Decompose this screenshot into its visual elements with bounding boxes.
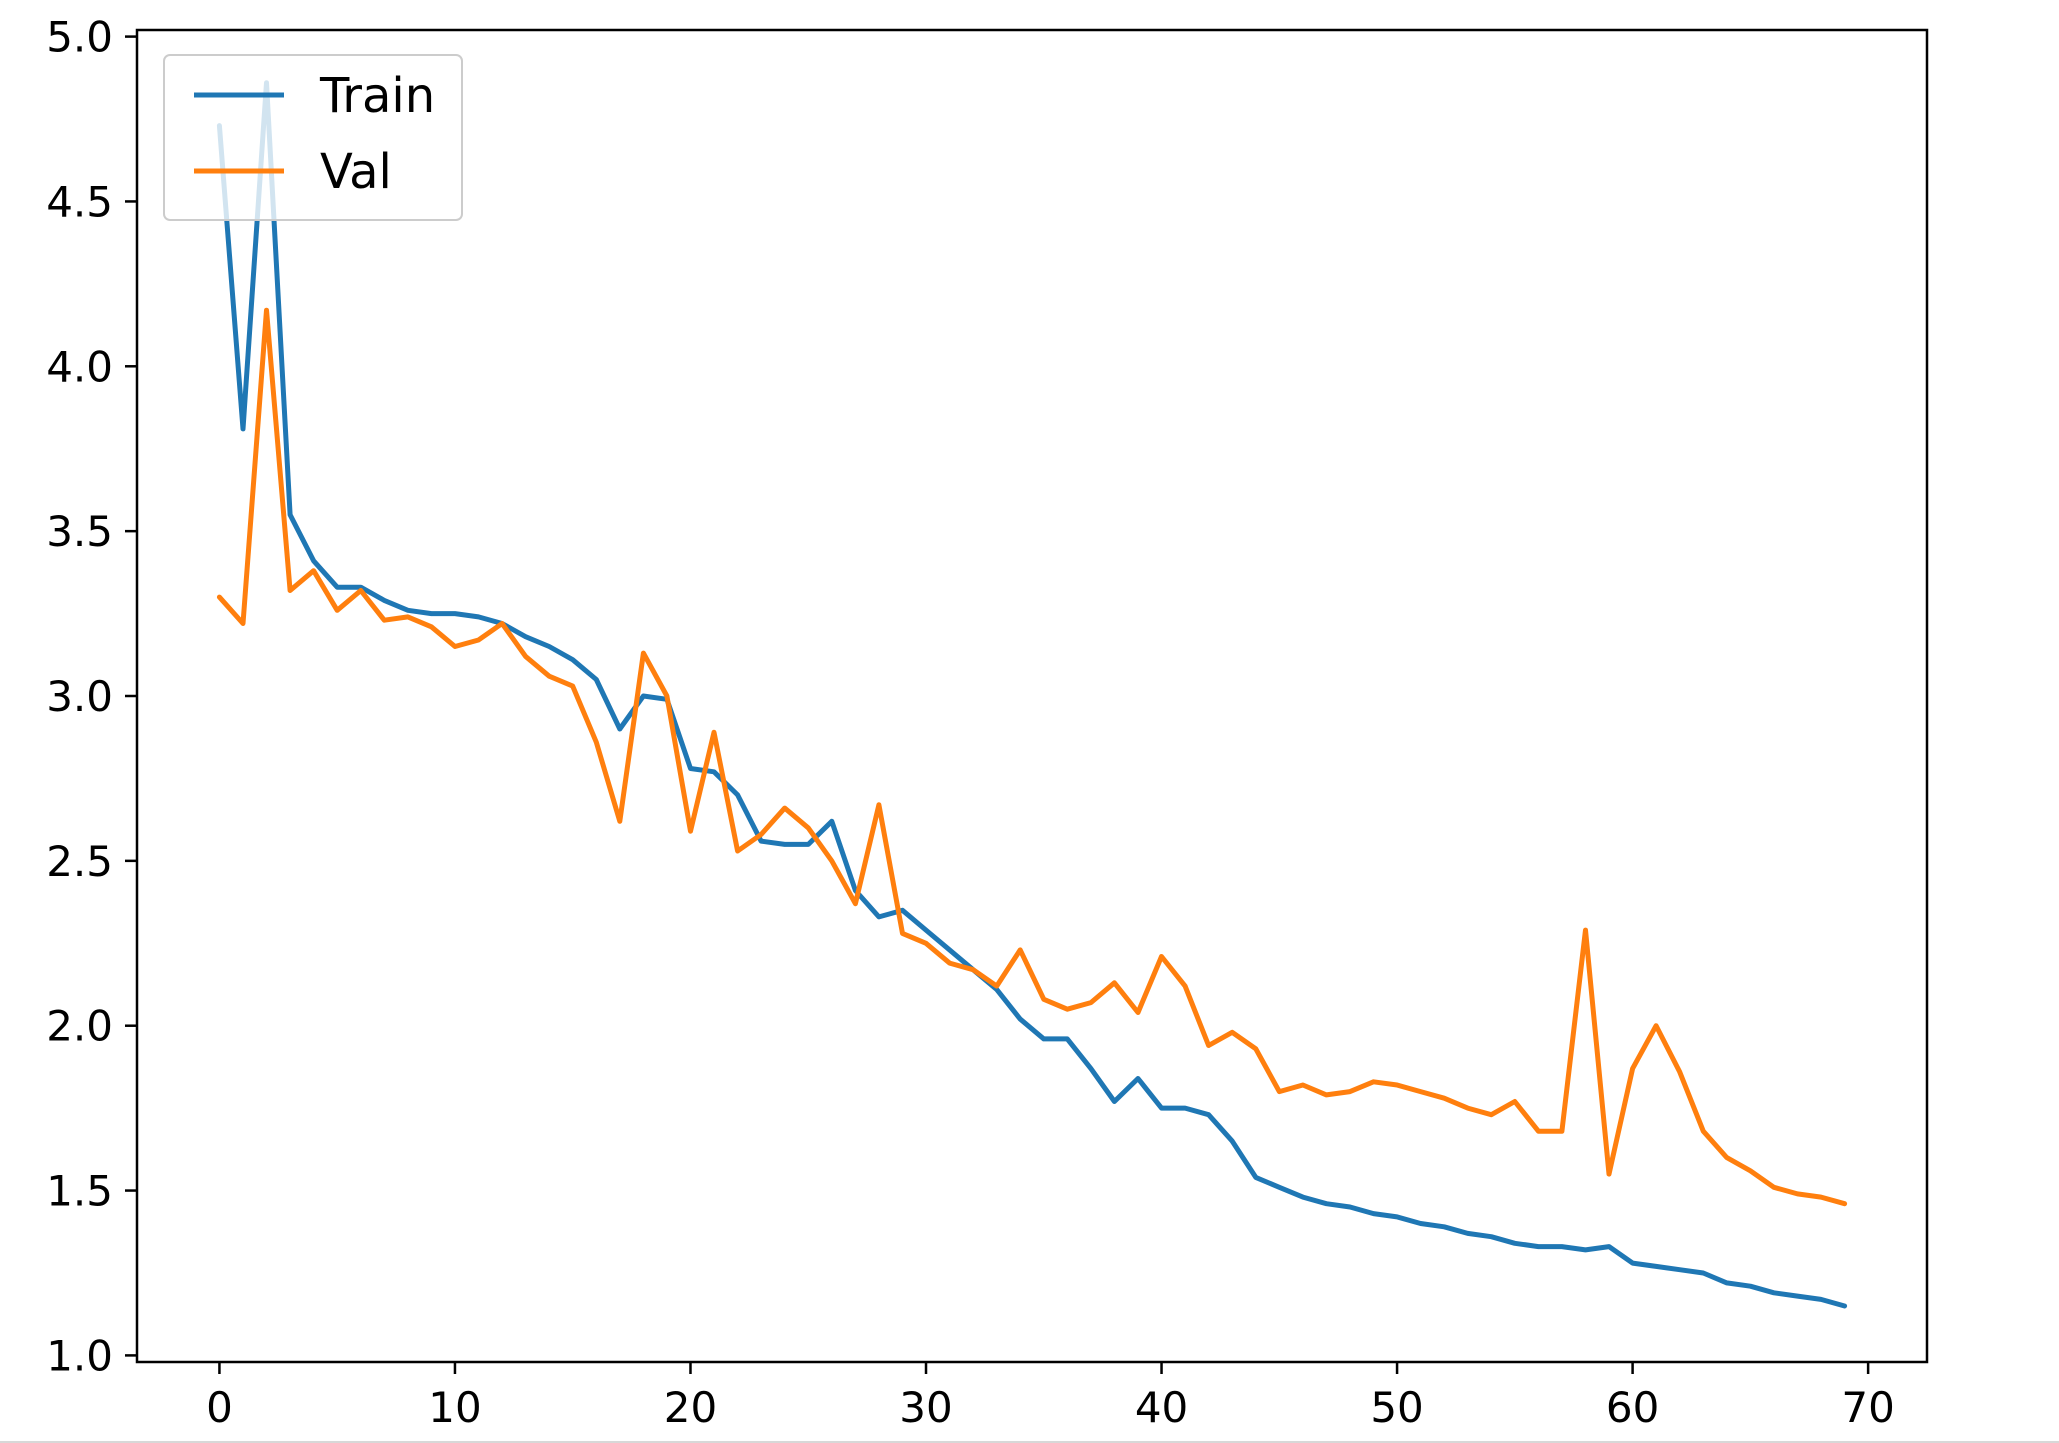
series-line-val [216, 307, 1848, 1207]
y-tick-label: 1.5 [46, 1167, 113, 1216]
y-tick-label: 3.5 [46, 507, 113, 556]
x-tick-label: 40 [1135, 1383, 1188, 1432]
y-tick-label: 3.0 [46, 672, 113, 721]
legend-label: Train [319, 68, 435, 124]
x-tick-label: 20 [664, 1383, 717, 1432]
series-line-train [216, 80, 1848, 1309]
legend: Train Val [163, 54, 463, 221]
x-tick-label: 0 [206, 1383, 233, 1432]
legend-label: Val [320, 144, 392, 200]
y-tick-label: 2.0 [46, 1002, 113, 1051]
y-tick-label: 1.0 [46, 1331, 113, 1380]
x-tick-label: 60 [1606, 1383, 1659, 1432]
x-tick-label: 70 [1841, 1383, 1894, 1432]
bottom-rule [0, 1441, 2059, 1443]
y-axis: 1.0 1.5 2.0 2.5 3.0 3.5 4.0 4.5 5.0 [46, 13, 137, 1380]
y-tick-label: 4.5 [46, 177, 113, 226]
x-tick-label: 30 [899, 1383, 952, 1432]
x-tick-label: 10 [428, 1383, 481, 1432]
x-tick-label: 50 [1370, 1383, 1423, 1432]
x-axis: 0 10 20 30 40 50 60 70 [206, 1362, 1895, 1432]
y-tick-label: 2.5 [46, 837, 113, 886]
plot-lines [216, 80, 1848, 1309]
y-tick-label: 5.0 [46, 13, 113, 62]
y-tick-label: 4.0 [46, 342, 113, 391]
